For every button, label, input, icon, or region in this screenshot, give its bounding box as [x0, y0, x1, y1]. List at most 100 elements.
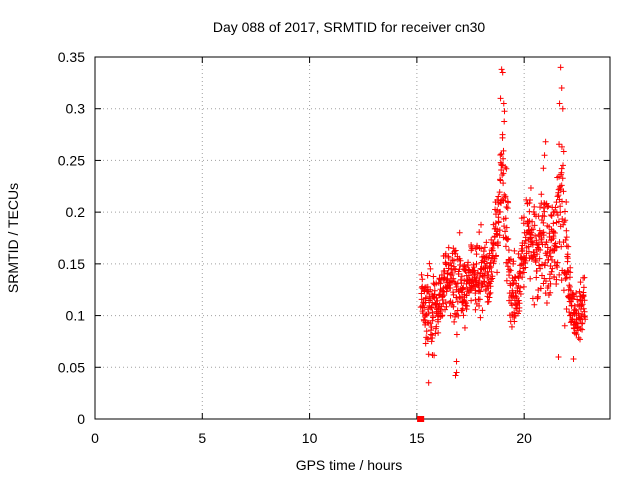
data-point [563, 234, 570, 241]
data-point [581, 297, 588, 304]
data-point [428, 338, 435, 345]
data-point [564, 251, 571, 258]
x-tick-label: 10 [302, 430, 318, 446]
data-point [521, 214, 528, 221]
data-point [463, 300, 470, 307]
data-point [432, 330, 439, 337]
data-point [515, 250, 522, 257]
data-point [541, 152, 548, 159]
y-tick-label: 0 [77, 411, 85, 427]
data-point [502, 243, 509, 250]
data-point [500, 155, 507, 162]
data-point [495, 242, 502, 249]
data-point [519, 274, 526, 281]
data-point [538, 191, 545, 198]
data-point [457, 276, 464, 283]
data-point [494, 226, 501, 233]
data-point [476, 229, 483, 236]
data-point [537, 265, 544, 272]
data-point [487, 276, 494, 283]
data-point [538, 261, 545, 268]
data-point [557, 209, 564, 216]
data-point [453, 358, 460, 365]
data-point [500, 180, 507, 187]
data-point [561, 322, 568, 329]
data-point [497, 95, 504, 102]
data-point [487, 289, 494, 296]
data-point [580, 305, 587, 312]
data-point [435, 329, 442, 336]
data-point [572, 306, 579, 313]
data-point [472, 296, 479, 303]
data-point [574, 327, 581, 334]
data-point [540, 219, 547, 226]
data-point [441, 292, 448, 299]
data-point [511, 318, 518, 325]
data-point [506, 257, 513, 264]
data-point [553, 276, 560, 283]
data-point [537, 204, 544, 211]
data-point [424, 272, 431, 279]
data-point [493, 252, 500, 259]
data-point [553, 199, 560, 206]
data-point [418, 296, 425, 303]
data-point [531, 203, 538, 210]
data-point [421, 304, 428, 311]
data-point [499, 134, 506, 141]
data-point [427, 327, 434, 334]
data-point [542, 138, 549, 145]
data-point [434, 297, 441, 304]
data-point [563, 305, 570, 312]
data-point [419, 276, 426, 283]
data-point [577, 279, 584, 286]
data-point [427, 286, 434, 293]
data-point [564, 258, 571, 265]
data-point [549, 265, 556, 272]
data-point [442, 306, 449, 313]
data-point [455, 271, 462, 278]
data-point [559, 105, 566, 112]
data-point [570, 356, 577, 363]
data-point [552, 243, 559, 250]
data-point [536, 262, 543, 269]
data-point [512, 274, 519, 281]
data-point [489, 273, 496, 280]
data-point [452, 372, 459, 379]
data-point [445, 244, 452, 251]
data-point [495, 193, 502, 200]
data-point [502, 215, 509, 222]
data-point [494, 269, 501, 276]
data-point [560, 188, 567, 195]
data-point [452, 266, 459, 273]
data-point [511, 247, 518, 254]
data-point [567, 264, 574, 271]
data-point [486, 294, 493, 301]
data-point [558, 243, 565, 250]
data-point [473, 260, 480, 267]
data-point [440, 300, 447, 307]
data-point [515, 310, 522, 317]
data-point [500, 100, 507, 107]
data-point [461, 324, 468, 331]
data-point [458, 273, 465, 280]
data-point [478, 221, 485, 228]
data-point [492, 211, 499, 218]
data-point [445, 254, 452, 261]
data-point [450, 263, 457, 270]
data-point [558, 143, 565, 150]
data-point [522, 257, 529, 264]
chart-title: Day 088 of 2017, SRMTID for receiver cn3… [213, 19, 486, 35]
data-point [533, 268, 540, 275]
y-tick-label: 0.25 [58, 152, 85, 168]
data-point [501, 108, 508, 115]
data-point [555, 353, 562, 360]
y-tick-label: 0.1 [66, 308, 86, 324]
data-point [424, 306, 431, 313]
data-point [433, 323, 440, 330]
data-point [445, 265, 452, 272]
data-point [558, 165, 565, 172]
data-point [437, 280, 444, 287]
y-axis-label: SRMTID / TECUs [5, 183, 21, 293]
data-point [487, 264, 494, 271]
data-point [551, 247, 557, 254]
